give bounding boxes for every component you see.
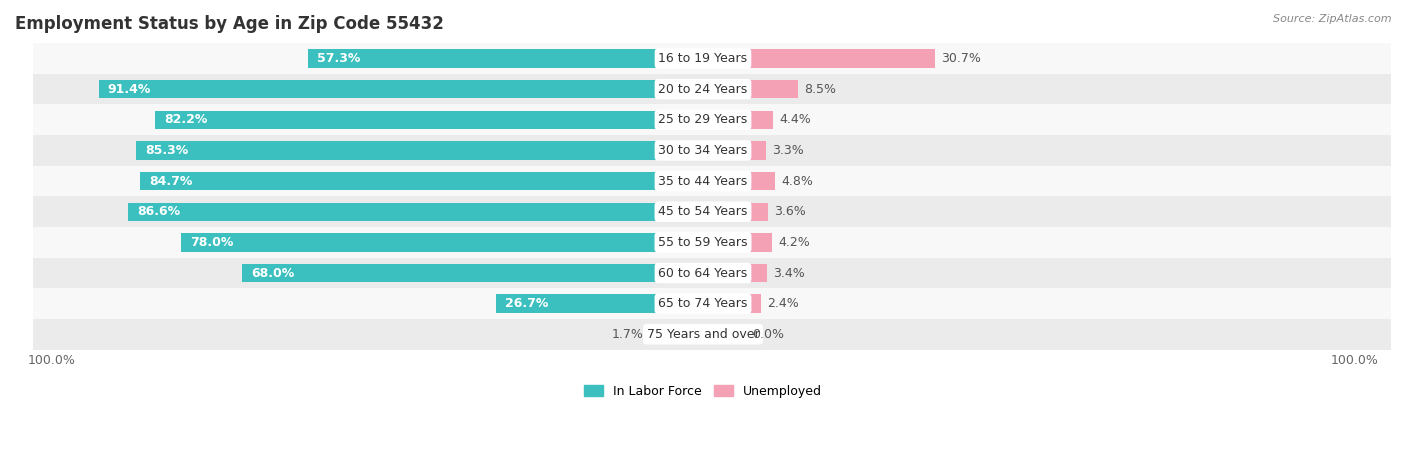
Bar <box>747 295 761 313</box>
Text: 60 to 64 Years: 60 to 64 Years <box>658 267 748 280</box>
Text: 85.3%: 85.3% <box>145 144 188 157</box>
Text: 35 to 44 Years: 35 to 44 Years <box>658 175 748 188</box>
Bar <box>34 43 1406 74</box>
Bar <box>747 110 773 129</box>
Text: 1.7%: 1.7% <box>612 328 644 341</box>
Text: 0.0%: 0.0% <box>752 328 785 341</box>
Bar <box>650 325 659 344</box>
Text: 16 to 19 Years: 16 to 19 Years <box>658 52 748 65</box>
Bar <box>128 202 659 221</box>
Bar <box>155 110 659 129</box>
Bar <box>747 80 799 98</box>
Bar <box>747 264 766 282</box>
Text: 20 to 24 Years: 20 to 24 Years <box>658 83 748 96</box>
Text: 75 Years and over: 75 Years and over <box>647 328 759 341</box>
Text: 100.0%: 100.0% <box>27 354 75 367</box>
Bar <box>181 233 659 252</box>
Bar <box>34 227 1406 258</box>
Text: 84.7%: 84.7% <box>149 175 193 188</box>
Bar <box>34 319 1406 350</box>
Text: 30 to 34 Years: 30 to 34 Years <box>658 144 748 157</box>
Bar <box>34 135 1406 166</box>
Text: 4.8%: 4.8% <box>782 175 814 188</box>
Bar <box>34 288 1406 319</box>
Text: 82.2%: 82.2% <box>165 113 208 126</box>
Text: 65 to 74 Years: 65 to 74 Years <box>658 297 748 310</box>
Bar <box>242 264 659 282</box>
Text: 55 to 59 Years: 55 to 59 Years <box>658 236 748 249</box>
Bar <box>308 49 659 68</box>
Text: 26.7%: 26.7% <box>505 297 548 310</box>
Bar <box>34 258 1406 288</box>
Bar <box>34 196 1406 227</box>
Bar <box>139 172 659 190</box>
Text: 8.5%: 8.5% <box>804 83 837 96</box>
Bar <box>34 74 1406 105</box>
Bar <box>34 105 1406 135</box>
Text: 57.3%: 57.3% <box>318 52 360 65</box>
Bar <box>747 141 766 160</box>
Bar <box>34 166 1406 196</box>
Bar <box>747 172 776 190</box>
Text: 3.3%: 3.3% <box>772 144 804 157</box>
Bar <box>98 80 659 98</box>
Text: Employment Status by Age in Zip Code 55432: Employment Status by Age in Zip Code 554… <box>15 15 444 33</box>
Text: 86.6%: 86.6% <box>138 205 180 218</box>
Bar <box>136 141 659 160</box>
Text: 4.4%: 4.4% <box>779 113 811 126</box>
Bar <box>747 202 768 221</box>
Bar <box>747 233 772 252</box>
Text: 25 to 29 Years: 25 to 29 Years <box>658 113 748 126</box>
Text: 91.4%: 91.4% <box>108 83 150 96</box>
Text: 4.2%: 4.2% <box>778 236 810 249</box>
Bar <box>496 295 659 313</box>
Text: 68.0%: 68.0% <box>252 267 295 280</box>
Text: 100.0%: 100.0% <box>1331 354 1379 367</box>
Bar <box>747 49 935 68</box>
Text: Source: ZipAtlas.com: Source: ZipAtlas.com <box>1274 14 1392 23</box>
Text: 45 to 54 Years: 45 to 54 Years <box>658 205 748 218</box>
Text: 2.4%: 2.4% <box>766 297 799 310</box>
Text: 3.4%: 3.4% <box>773 267 804 280</box>
Text: 30.7%: 30.7% <box>941 52 980 65</box>
Legend: In Labor Force, Unemployed: In Labor Force, Unemployed <box>579 380 827 403</box>
Text: 78.0%: 78.0% <box>190 236 233 249</box>
Text: 3.6%: 3.6% <box>775 205 806 218</box>
